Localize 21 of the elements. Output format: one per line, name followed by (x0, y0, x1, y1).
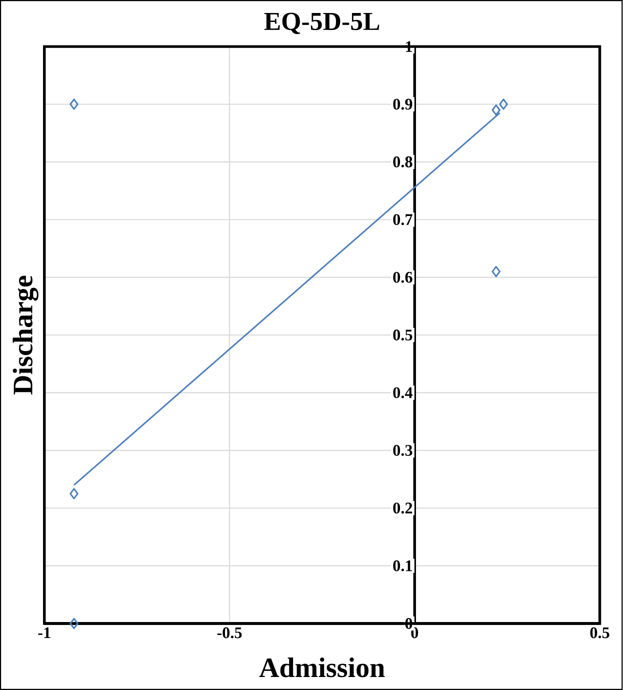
point (492, 266, 501, 278)
point (70, 98, 79, 110)
y-tick-label: 0.8 (393, 156, 412, 168)
point (492, 104, 501, 116)
x-axis-title: Admission (259, 658, 385, 678)
y-tick-label: 0.2 (393, 502, 412, 514)
y-axis-title: Discharge (12, 276, 39, 394)
point (499, 98, 508, 110)
point (70, 618, 79, 630)
x-tick-label: -0.5 (217, 627, 242, 638)
y-tick-label: 0.6 (393, 272, 413, 283)
x-tick-label: 0.5 (590, 627, 610, 638)
y-tick-label: 0.9 (393, 98, 412, 110)
y-tick-label: 0.3 (393, 444, 412, 456)
y-tick-label: 0.7 (393, 214, 413, 226)
chart-title: EQ-5D-5L (264, 12, 380, 34)
point (70, 488, 79, 500)
y-tick-label: 0.1 (393, 560, 412, 572)
y-tick-label: 0.4 (393, 387, 413, 398)
x-tick-label: -1 (38, 627, 50, 638)
y-tick-label: 0.5 (393, 330, 412, 341)
